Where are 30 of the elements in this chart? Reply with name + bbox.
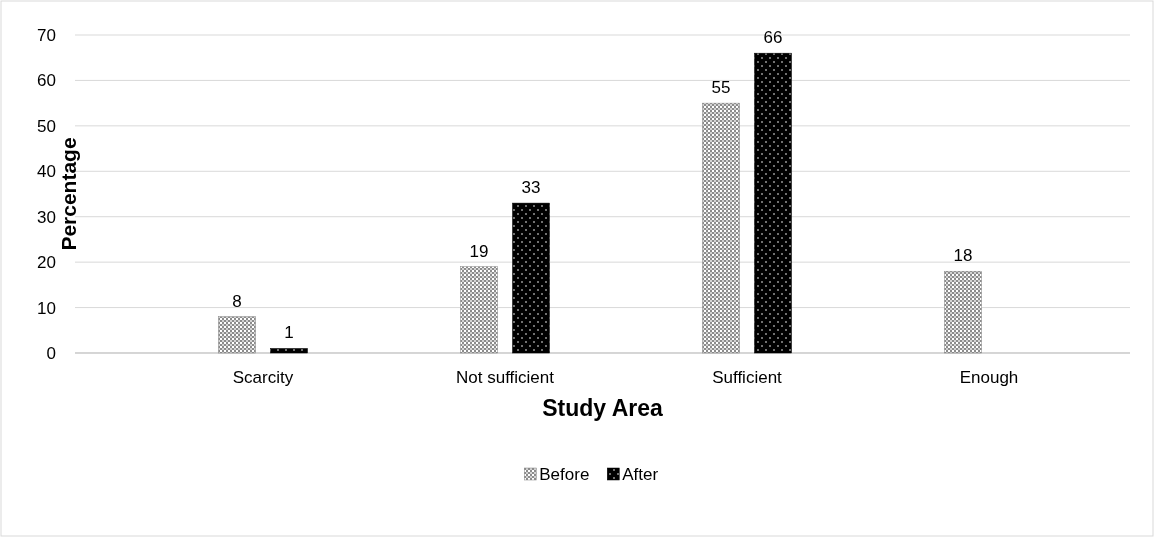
bar bbox=[460, 266, 498, 354]
bar bbox=[702, 102, 740, 354]
data-label: 19 bbox=[469, 241, 489, 261]
bar bbox=[512, 202, 550, 354]
y-tick-label: 50 bbox=[37, 116, 56, 136]
y-tick-label: 30 bbox=[37, 207, 56, 227]
y-tick-label: 0 bbox=[46, 343, 56, 363]
data-label: 33 bbox=[521, 178, 541, 198]
x-tick-label: Not sufficient bbox=[456, 368, 555, 387]
y-tick-label: 60 bbox=[37, 71, 56, 91]
bar bbox=[218, 316, 256, 354]
x-axis-title: Study Area bbox=[542, 395, 663, 421]
y-tick-label: 10 bbox=[37, 298, 56, 318]
data-label: 66 bbox=[763, 28, 783, 48]
data-label: 18 bbox=[953, 246, 973, 266]
data-label: 8 bbox=[232, 291, 242, 311]
legend-label: After bbox=[622, 464, 659, 484]
y-tick-label: 20 bbox=[37, 253, 56, 273]
y-axis-title: Percentage bbox=[57, 137, 80, 251]
x-tick-label: Enough bbox=[959, 368, 1019, 387]
bar bbox=[754, 52, 792, 354]
x-tick-label: Sufficient bbox=[712, 368, 783, 387]
y-tick-label: 70 bbox=[37, 25, 56, 45]
data-label: 1 bbox=[284, 323, 294, 343]
data-label: 55 bbox=[711, 78, 731, 98]
bar bbox=[270, 348, 308, 354]
y-tick-label: 40 bbox=[37, 162, 56, 182]
bar bbox=[944, 270, 982, 354]
x-tick-label: Scarcity bbox=[232, 368, 294, 387]
legend-label: Before bbox=[539, 464, 590, 484]
